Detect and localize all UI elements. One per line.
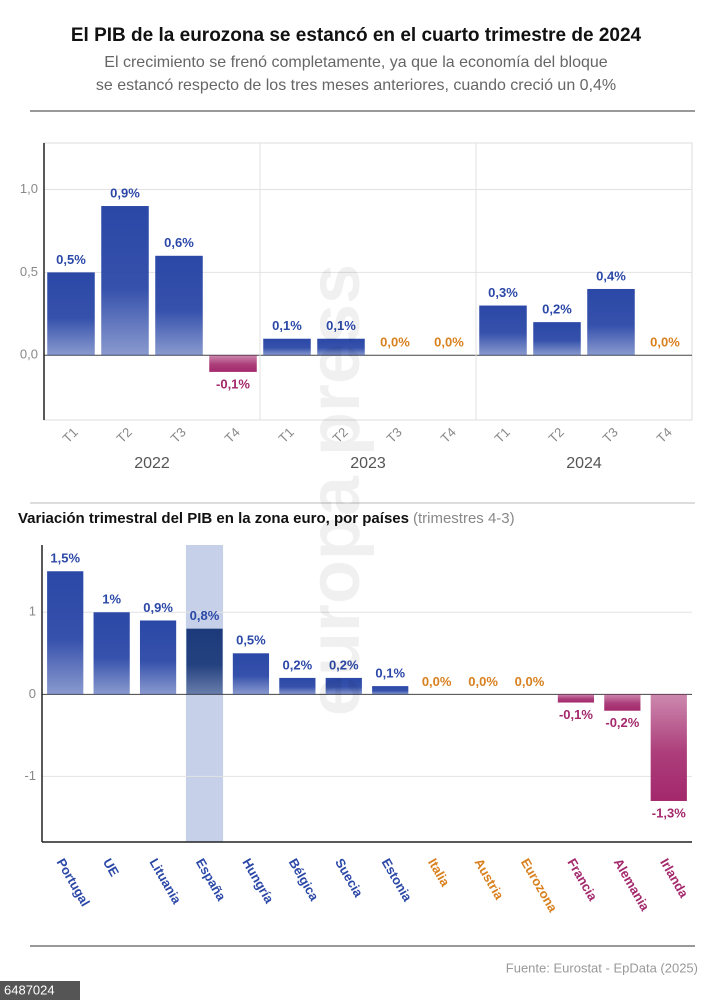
group-label: 2024 bbox=[566, 455, 602, 472]
subtitle: El crecimiento se frenó completamente, y… bbox=[104, 54, 608, 71]
bar bbox=[533, 322, 581, 356]
bar bbox=[93, 612, 130, 695]
y-tick-label: 0,0 bbox=[20, 347, 38, 362]
value-label: 0,0% bbox=[380, 335, 410, 350]
group-label: 2022 bbox=[134, 455, 170, 472]
watermark: europa press bbox=[295, 264, 375, 716]
bar bbox=[186, 628, 223, 695]
value-label: 0,8% bbox=[190, 608, 220, 623]
x-tick-label: Austria bbox=[471, 856, 507, 903]
x-tick-label: T1 bbox=[276, 425, 297, 446]
x-tick-label: Hungría bbox=[239, 856, 277, 907]
x-tick-label: Francia bbox=[564, 856, 600, 904]
group-label: 2023 bbox=[350, 455, 386, 472]
value-label: 0,9% bbox=[143, 600, 173, 615]
value-label: 0,6% bbox=[164, 235, 194, 250]
y-tick-label: 0,5 bbox=[20, 264, 38, 279]
x-tick-label: Lituania bbox=[146, 856, 184, 907]
x-tick-label: T3 bbox=[168, 425, 189, 446]
chart2-title: Variación trimestral del PIB en la zona … bbox=[18, 510, 409, 527]
x-tick-label: Bélgica bbox=[286, 856, 322, 904]
value-label: 0,0% bbox=[422, 674, 452, 689]
bar bbox=[47, 571, 84, 695]
x-tick-label: Italia bbox=[425, 856, 453, 890]
y-tick-label: 0 bbox=[29, 686, 36, 701]
value-label: -1,3% bbox=[652, 805, 686, 820]
x-tick-label: T1 bbox=[60, 425, 81, 446]
x-tick-label: UE bbox=[100, 856, 122, 879]
x-tick-label: Estonia bbox=[379, 856, 416, 905]
subtitle: se estancó respecto de los tres meses an… bbox=[96, 77, 616, 94]
x-tick-label: T4 bbox=[654, 425, 675, 446]
value-label: -0,2% bbox=[605, 715, 639, 730]
value-label: 0,4% bbox=[596, 268, 626, 283]
bar bbox=[479, 305, 527, 356]
value-label: 0,5% bbox=[56, 252, 86, 267]
x-tick-label: T2 bbox=[114, 425, 135, 446]
bar bbox=[325, 677, 362, 695]
bar bbox=[650, 694, 687, 801]
bar bbox=[604, 694, 641, 711]
y-tick-label: -1 bbox=[24, 768, 36, 783]
value-label: 0,2% bbox=[329, 657, 359, 672]
bar bbox=[155, 255, 203, 356]
bar bbox=[139, 620, 177, 695]
bar bbox=[372, 686, 409, 695]
source: Fuente: Eurostat - EpData (2025) bbox=[506, 960, 698, 975]
value-label: 0,0% bbox=[650, 335, 680, 350]
value-label: 0,0% bbox=[434, 335, 464, 350]
x-tick-label: Eurozona bbox=[518, 856, 561, 915]
value-label: 0,1% bbox=[326, 318, 356, 333]
chart2-subtitle: (trimestres 4-3) bbox=[413, 510, 515, 527]
x-tick-label: Suecia bbox=[332, 856, 366, 900]
value-label: 0,2% bbox=[542, 302, 572, 317]
id: 6487024 bbox=[4, 982, 55, 997]
value-label: 0,0% bbox=[515, 674, 545, 689]
value-label: 0,1% bbox=[375, 666, 405, 681]
chart2-heading: Variación trimestral del PIB en la zona … bbox=[18, 510, 515, 527]
value-label: 0,0% bbox=[468, 674, 498, 689]
bar bbox=[47, 272, 95, 356]
value-label: 1,5% bbox=[50, 551, 80, 566]
value-label: 0,9% bbox=[110, 185, 140, 200]
x-tick-label: T3 bbox=[384, 425, 405, 446]
bar bbox=[557, 694, 595, 703]
bar bbox=[279, 677, 316, 695]
value-label: 0,2% bbox=[283, 657, 313, 672]
bar bbox=[263, 338, 311, 356]
bar bbox=[101, 206, 149, 356]
value-label: 0,5% bbox=[236, 633, 266, 648]
bar bbox=[232, 653, 270, 695]
x-tick-label: Alemania bbox=[611, 856, 653, 914]
x-tick-label: Irlanda bbox=[657, 856, 692, 901]
id-badge bbox=[0, 981, 80, 1000]
value-label: 1% bbox=[102, 592, 121, 607]
title: El PIB de la eurozona se estancó en el c… bbox=[71, 25, 642, 46]
x-tick-label: Portugal bbox=[54, 856, 93, 909]
x-tick-label: T4 bbox=[438, 425, 459, 446]
x-tick-label: T1 bbox=[492, 425, 513, 446]
value-label: -0,1% bbox=[216, 376, 250, 391]
x-tick-label: T4 bbox=[222, 425, 243, 446]
bar bbox=[209, 355, 257, 372]
value-label: 0,3% bbox=[488, 285, 518, 300]
value-label: 0,1% bbox=[272, 318, 302, 333]
x-tick-label: España bbox=[193, 856, 229, 904]
bar bbox=[317, 338, 365, 356]
value-label: -0,1% bbox=[559, 707, 593, 722]
y-tick-label: 1 bbox=[29, 604, 36, 619]
bar bbox=[587, 288, 635, 356]
x-tick-label: T2 bbox=[546, 425, 567, 446]
y-tick-label: 1,0 bbox=[20, 181, 38, 196]
x-tick-label: T3 bbox=[600, 425, 621, 446]
